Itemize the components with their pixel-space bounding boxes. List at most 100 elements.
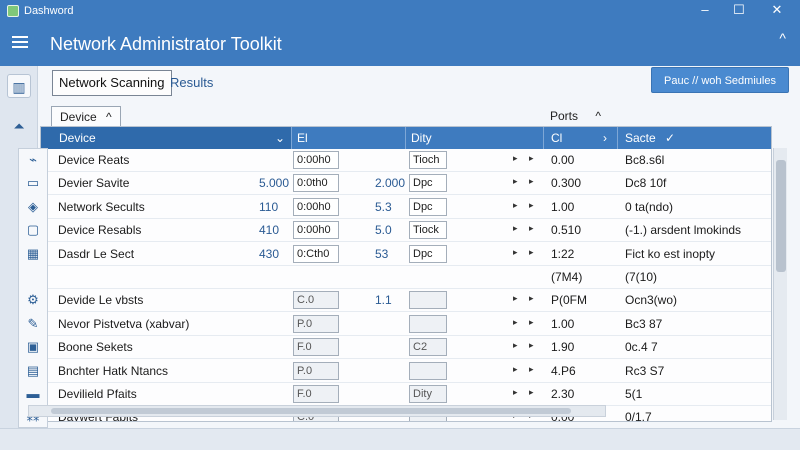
table-row[interactable]: Network Secults 110 0:00h0 5.3 Dpc 1.00 0 ta(n…	[41, 196, 771, 219]
display-icon: ▢	[26, 222, 40, 238]
col-el[interactable]: El	[297, 131, 308, 145]
device-name-cell: Nevor Pistvetva (xabvar)	[58, 316, 190, 331]
vertical-scrollbar[interactable]	[773, 148, 787, 420]
table-row[interactable]: Nevor Pistvetva (xabvar) P.0 1.00 Bc3 87 ▸ ▸	[41, 313, 771, 336]
col-cl[interactable]: Cl	[551, 131, 563, 145]
table-row[interactable]: Devilield Pfaits F.0 Dity 2.30 5(1 ▸ ▸	[41, 383, 771, 406]
value-cell: 5.0	[375, 223, 392, 238]
network-icon[interactable]: ⏶	[13, 118, 25, 134]
time-cell: 1.00	[551, 199, 575, 214]
expand-arrow-icon[interactable]: ▸	[529, 387, 534, 397]
type-input[interactable]: Dity	[409, 385, 447, 403]
table-row[interactable]: Dasdr Le Sect 430 0:Cth0 53 Dpc 1:22 Fict ko e…	[41, 243, 771, 266]
expand-arrow-icon[interactable]: ▸	[513, 387, 518, 397]
expand-arrow-icon[interactable]: ▸	[529, 246, 534, 257]
ports-filter-dropdown[interactable]: Ports ^	[550, 106, 601, 128]
expand-arrow-icon[interactable]: ▸	[529, 363, 534, 374]
type-input[interactable]: Dpc	[409, 174, 447, 193]
pen-icon: ✎	[27, 315, 39, 331]
time-cell: 4.P6	[551, 363, 576, 378]
time-cell: 0.300	[551, 176, 582, 191]
table-row[interactable]: Device Reats 0:00h0 Tioch 0.00 Bc8.s6l ▸ ▸	[41, 149, 771, 172]
expand-arrow-icon[interactable]: ▸	[529, 223, 534, 234]
tab-results[interactable]: Results	[170, 75, 214, 90]
expand-arrow-icon[interactable]: ▸	[529, 199, 534, 210]
elapsed-input[interactable]: 0:00h0	[293, 197, 339, 216]
chevron-down-icon[interactable]: ⌄	[275, 131, 286, 145]
col-device[interactable]: Device	[59, 131, 96, 145]
elapsed-input[interactable]: F.0	[293, 338, 339, 357]
scrollbar-thumb[interactable]	[776, 160, 786, 272]
device-name-cell: Boone Sekets	[58, 340, 133, 355]
expand-arrow-icon[interactable]: ▸	[529, 153, 534, 163]
table-row[interactable]: Boone Sekets F.0 C2 1.90 0c.4 7 ▸ ▸	[41, 336, 771, 360]
expand-arrow-icon[interactable]: ▸	[513, 246, 518, 257]
device-name-cell: Bnchter Hatk Ntancs	[58, 363, 169, 378]
title-bar: Dashword – ☐ ✕	[0, 0, 800, 22]
table-row[interactable]: Devier Savite 5.000 0:0th0 2.000 Dpc 0.300 Dc8…	[41, 172, 771, 196]
tab-network-scanning[interactable]: Network Scanning	[52, 70, 172, 96]
menu-icon[interactable]	[12, 36, 28, 50]
page-title: Network Administrator Toolkit	[50, 34, 282, 54]
type-input[interactable]: C2	[409, 338, 447, 357]
time-cell: 0.00	[551, 153, 575, 167]
expand-arrow-icon[interactable]: ▸	[513, 293, 518, 304]
table-row[interactable]: (7M4) (7(10)	[41, 266, 771, 289]
type-input[interactable]	[409, 291, 447, 310]
device-filter-dropdown[interactable]: Device ^	[51, 106, 121, 128]
expand-arrow-icon[interactable]: ▸	[529, 293, 534, 304]
elapsed-input[interactable]: P.0	[293, 361, 339, 380]
collapse-header-button[interactable]: ^	[779, 30, 786, 46]
type-input[interactable]: Dpc	[409, 197, 447, 216]
table-row[interactable]: Bnchter Hatk Ntancs P.0 4.P6 Rc3 S7 ▸ ▸	[41, 360, 771, 383]
col-dity[interactable]: Dity	[411, 131, 432, 145]
chevron-up-icon: ^	[106, 110, 112, 124]
value-cell: 5.000	[259, 176, 290, 191]
elapsed-input[interactable]: 0:Cth0	[293, 244, 339, 263]
maximize-button[interactable]: ☐	[733, 2, 745, 17]
chevron-right-icon: ›	[603, 131, 607, 145]
type-input[interactable]	[409, 314, 447, 333]
expand-arrow-icon[interactable]: ▸	[513, 199, 518, 210]
table-row[interactable]: Devide Le vbsts C.0 1.1 P(0FM Ocn3(wo) ▸ ▸	[41, 289, 771, 313]
expand-arrow-icon[interactable]: ▸	[513, 340, 518, 351]
expand-arrow-icon[interactable]: ▸	[513, 176, 518, 187]
type-input[interactable]: Tioch	[409, 151, 447, 169]
minimize-button[interactable]: –	[701, 2, 709, 17]
pause-schedules-button[interactable]: Pauc // woh Sedmiules	[651, 67, 789, 93]
expand-arrow-icon[interactable]: ▸	[513, 223, 518, 234]
horizontal-scrollbar[interactable]	[28, 405, 606, 417]
col-sacte[interactable]: Sacte	[625, 131, 656, 145]
device-name-cell: Devier Savite	[58, 176, 130, 191]
elapsed-input[interactable]: F.0	[293, 385, 339, 403]
result-cell: (-1.) arsdent lmokinds	[625, 223, 742, 238]
dashboard-icon[interactable]: ▥	[7, 74, 31, 98]
elapsed-input[interactable]: 0:0th0	[293, 174, 339, 193]
elapsed-input[interactable]: 0:00h0	[293, 151, 339, 169]
expand-arrow-icon[interactable]: ▸	[529, 176, 534, 187]
result-cell: (7(10)	[625, 270, 658, 284]
result-cell: 0/1.7	[625, 410, 652, 422]
type-input[interactable]: Dpc	[409, 244, 447, 263]
close-button[interactable]: ✕	[771, 2, 783, 17]
grid-header: Device ⌄ El Dity Cl › Sacte ✓	[41, 127, 771, 149]
tag-icon: ◈	[28, 198, 38, 214]
elapsed-input[interactable]: C.0	[293, 291, 339, 310]
expand-arrow-icon[interactable]: ▸	[513, 153, 518, 163]
expand-arrow-icon[interactable]: ▸	[529, 316, 534, 327]
scrollbar-thumb[interactable]	[51, 408, 571, 414]
table-row[interactable]: Device Resabls 410 0:00h0 5.0 Tiock 0.510 (-1.…	[41, 219, 771, 243]
time-cell: P(0FM	[551, 293, 587, 308]
elapsed-input[interactable]: 0:00h0	[293, 221, 339, 240]
device-name-cell: Devilield Pfaits	[58, 387, 137, 401]
expand-arrow-icon[interactable]: ▸	[529, 340, 534, 351]
device-name-cell: Device Reats	[58, 153, 130, 167]
type-input[interactable]: Tiock	[409, 221, 447, 240]
time-cell: 1.00	[551, 316, 575, 331]
elapsed-input[interactable]: P.0	[293, 314, 339, 333]
expand-arrow-icon[interactable]: ▸	[513, 316, 518, 327]
device-name-cell: Dasdr Le Sect	[58, 246, 135, 261]
type-input[interactable]	[409, 361, 447, 380]
expand-arrow-icon[interactable]: ▸	[513, 363, 518, 374]
